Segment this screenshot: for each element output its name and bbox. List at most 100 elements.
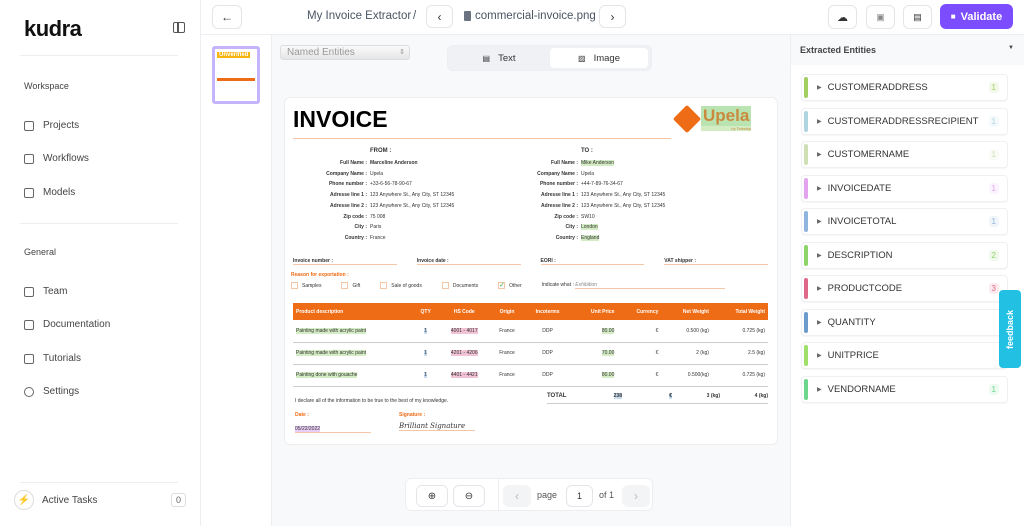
tab-image[interactable]: ▨ Image — [550, 48, 648, 68]
field-label: Country : — [344, 234, 367, 241]
entity-item[interactable]: ▶ VENDORNAME 1 — [801, 375, 1008, 403]
indicate-field: Indicate what : Exhibition — [542, 282, 726, 289]
breadcrumb-separator: / — [413, 10, 417, 22]
breadcrumb-project[interactable]: My Invoice Extractor — [307, 10, 412, 22]
export-excel-button[interactable]: ▣ — [866, 5, 895, 29]
sidebar-toggle-icon[interactable] — [173, 22, 185, 33]
total-currency: € — [669, 393, 672, 399]
entity-item[interactable]: ▶ CUSTOMERADDRESS 1 — [801, 74, 1008, 101]
divider — [20, 223, 178, 224]
caret-right-icon[interactable]: ▶ — [817, 319, 822, 326]
table-cell: € — [655, 350, 659, 356]
entities-header[interactable]: Extracted Entities ▼ — [791, 35, 1024, 65]
reason-option: Samples — [291, 282, 321, 289]
entity-color-strip — [804, 378, 808, 400]
previous-page-button[interactable]: ‹ — [503, 485, 531, 507]
table-cell: 0.725 (kg) — [742, 327, 765, 334]
field-row: Phone number : +44-7-89-76-34-67 — [496, 179, 665, 190]
total-weight: 4 (kg) — [754, 393, 768, 399]
caret-right-icon[interactable]: ▶ — [817, 85, 822, 91]
page-input[interactable]: 1 — [566, 485, 593, 507]
caret-right-icon[interactable]: ▶ — [817, 353, 822, 359]
page-thumbnail[interactable]: Unverified — [212, 46, 260, 104]
entity-item[interactable]: ▶ UNITPRICE — [801, 342, 1008, 369]
sidebar-item-projects[interactable]: Projects — [24, 120, 79, 131]
download-button[interactable]: ☁ — [828, 5, 857, 29]
document-icon — [24, 319, 34, 330]
chevron-right-icon: › — [610, 9, 615, 24]
caret-right-icon[interactable]: ▶ — [817, 386, 822, 393]
field-value: London — [581, 224, 598, 231]
entity-count: 3 — [988, 283, 999, 294]
caret-right-icon[interactable]: ▶ — [817, 185, 822, 192]
column-header: Currency — [617, 303, 662, 320]
field-value: Mike Anderson — [581, 160, 615, 166]
export-document-button[interactable]: ▤ — [903, 5, 932, 29]
caret-right-icon[interactable]: ▶ — [817, 118, 822, 125]
table-cell: 1 — [424, 372, 428, 378]
sidebar-item-settings[interactable]: Settings — [24, 386, 79, 397]
total-label: TOTAL — [547, 393, 567, 399]
table-cell: 0.725 (kg) — [742, 372, 765, 378]
table-cell: € — [655, 372, 659, 378]
entity-item[interactable]: ▶ INVOICETOTAL 1 — [801, 208, 1008, 235]
tab-text[interactable]: ▤ Text — [450, 48, 548, 68]
divider — [20, 482, 178, 483]
reason-label: Reason for exportation : — [291, 272, 349, 278]
file-name-text: commercial-invoice.png — [475, 10, 596, 22]
next-page-button[interactable]: › — [622, 485, 650, 507]
sidebar-item-workflows[interactable]: Workflows — [24, 153, 89, 164]
table-cell: Painting made with acrylic paint — [296, 350, 367, 356]
table-row: Painting made with acrylic paint 1 4001 - … — [293, 320, 768, 343]
table-cell: DDP — [542, 327, 553, 334]
caret-right-icon[interactable]: ▶ — [817, 219, 822, 225]
field-row: Adresse line 1 :123 Anywhere St., Any Ci… — [285, 190, 454, 201]
label: Tutorials — [43, 353, 81, 364]
field-value: France — [370, 234, 386, 241]
column-header: Unit Price — [571, 303, 618, 320]
page-thumbnails: Unverified — [201, 35, 272, 526]
column-header: Origin — [490, 303, 525, 320]
view-mode-select[interactable]: Named Entities ⇕ — [280, 45, 410, 60]
active-tasks[interactable]: ⚡ Active Tasks 0 — [14, 490, 186, 510]
reason-label: Documents — [452, 282, 479, 289]
cube-icon — [24, 187, 34, 198]
entity-item[interactable]: ▶ CUSTOMERADDRESSRECIPIENT 1 — [801, 107, 1008, 135]
sidebar-item-team[interactable]: Team — [24, 286, 67, 297]
reason-option: Gift — [341, 282, 360, 289]
sidebar-item-documentation[interactable]: Documentation — [24, 319, 110, 330]
entity-item[interactable]: ▶ INVOICEDATE 1 — [801, 174, 1008, 202]
from-fields: Full Name : Marceline Anderson Company Nam… — [285, 158, 454, 244]
entity-item[interactable]: ▶ DESCRIPTION 2 — [801, 241, 1008, 269]
entity-item[interactable]: ▶ QUANTITY — [801, 308, 1008, 336]
reason-label: Gift — [352, 282, 361, 289]
label: Workflows — [43, 153, 89, 164]
zoom-in-button[interactable]: ⊕ — [416, 485, 448, 507]
document-viewer: Named Entities ⇕ ▤ Text ▨ Image INVOICE Upe… — [272, 35, 790, 526]
lightning-icon: ⚡ — [14, 490, 34, 510]
feedback-button[interactable]: feedback — [999, 290, 1021, 368]
validate-button[interactable]: ■ Validate — [940, 4, 1013, 29]
table-cell: 0.500 (kg) — [686, 327, 709, 334]
sidebar-item-tutorials[interactable]: Tutorials — [24, 353, 81, 364]
checkmark-icon: ✓ — [498, 282, 506, 289]
invoice-meta: Invoice number : Invoice date : EORI : VAT … — [293, 258, 768, 265]
table-cell: € — [655, 327, 659, 334]
table-cell: France — [499, 350, 515, 356]
caret-right-icon[interactable]: ▶ — [817, 152, 822, 158]
previous-file-button[interactable]: ‹ — [426, 5, 453, 28]
entity-item[interactable]: ▶ CUSTOMERNAME 1 — [801, 141, 1008, 168]
gear-icon — [24, 386, 34, 397]
next-file-button[interactable]: › — [599, 5, 626, 28]
caret-right-icon[interactable]: ▶ — [817, 252, 822, 259]
table-cell: DDP — [542, 350, 553, 356]
back-button[interactable]: ← — [212, 5, 242, 29]
sidebar: kudra Workspace Projects Workflows Model… — [0, 0, 201, 526]
zoom-out-button[interactable]: ⊖ — [453, 485, 485, 507]
sidebar-item-models[interactable]: Models — [24, 187, 75, 198]
logo-subtitle: by Teleship — [701, 126, 752, 131]
field-row: City : London — [496, 222, 665, 233]
to-title: TO : — [581, 148, 593, 154]
entity-item[interactable]: ▶ PRODUCTCODE 3 — [801, 275, 1008, 302]
caret-right-icon[interactable]: ▶ — [817, 286, 822, 292]
